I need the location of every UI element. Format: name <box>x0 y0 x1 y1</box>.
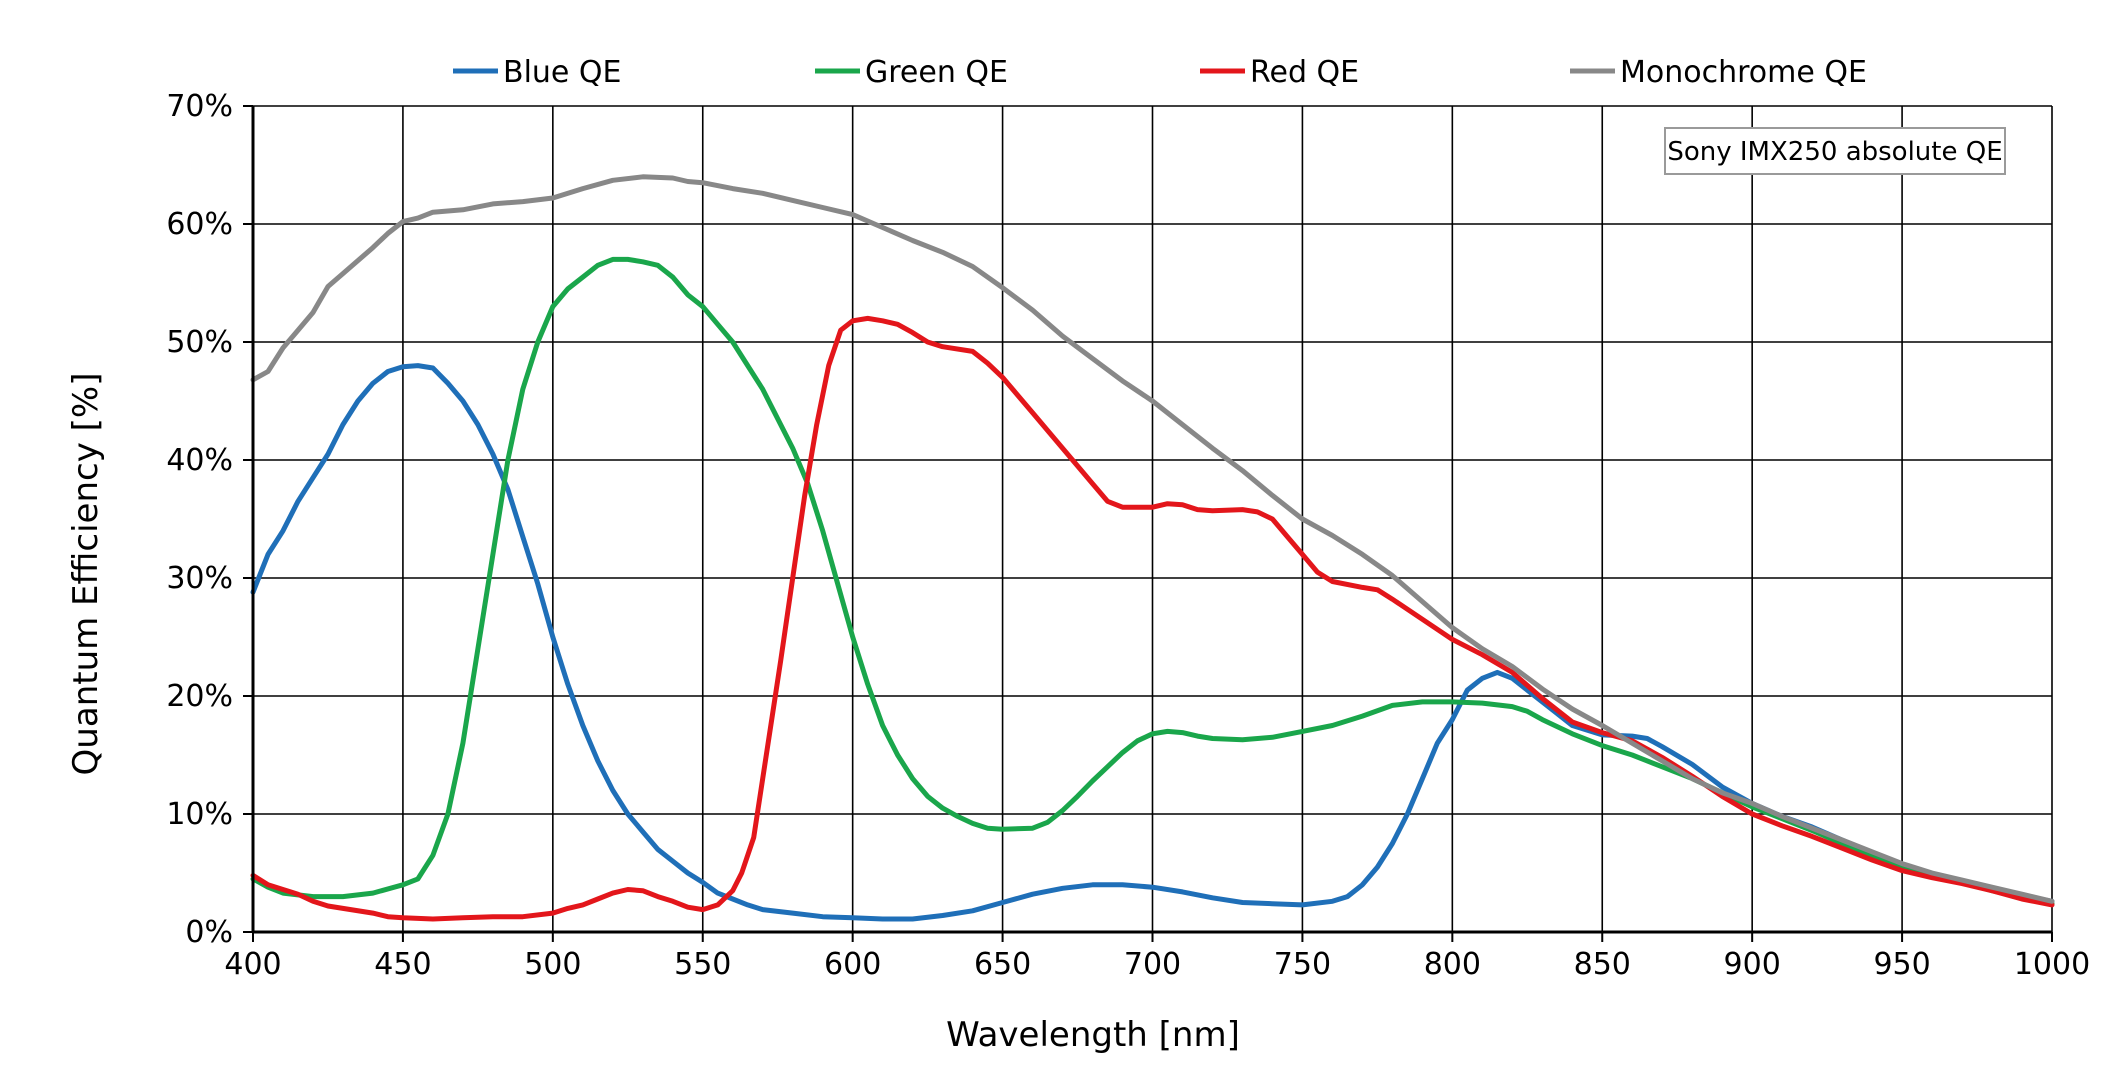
x-tick-label: 850 <box>1574 947 1631 982</box>
grid <box>252 105 2053 933</box>
x-tick-label: 750 <box>1274 947 1331 982</box>
x-tick-label: 500 <box>524 947 581 982</box>
legend-label: Monochrome QE <box>1620 55 1867 90</box>
x-tick-label: 650 <box>974 947 1031 982</box>
x-tick-label: 450 <box>374 947 431 982</box>
y-tick-label: 30% <box>166 561 233 596</box>
x-tick-label: 400 <box>224 947 281 982</box>
annotation-text: Sony IMX250 absolute QE <box>1667 137 2002 167</box>
y-tick-label: 0% <box>185 915 233 950</box>
x-tick-label: 550 <box>674 947 731 982</box>
annotation-box: Sony IMX250 absolute QE <box>1664 127 2006 175</box>
x-tick-label: 700 <box>1124 947 1181 982</box>
legend-label: Red QE <box>1250 55 1359 90</box>
series-line-monochrome-qe <box>250 174 2055 904</box>
y-tick-label: 70% <box>166 89 233 124</box>
x-tick-label: 1000 <box>2014 947 2090 982</box>
x-tick-label: 600 <box>824 947 881 982</box>
y-axis-title: Quantum Efficiency [%] <box>66 373 106 776</box>
series-line-red-qe <box>250 315 2055 922</box>
legend-label: Blue QE <box>503 55 622 90</box>
x-tick-label: 950 <box>1873 947 1930 982</box>
x-tick-label: 900 <box>1724 947 1781 982</box>
y-tick-label: 40% <box>166 443 233 478</box>
series-line-blue-qe <box>250 363 2055 922</box>
y-tick-label: 50% <box>166 325 233 360</box>
series-line-green-qe <box>250 256 2055 907</box>
series-lines <box>250 174 2055 922</box>
y-tick-label: 60% <box>166 207 233 242</box>
x-axis-title: Wavelength [nm] <box>946 1015 1240 1055</box>
y-tick-label: 20% <box>166 679 233 714</box>
legend: Blue QE Green QE Red QE Monochrome QE <box>453 55 1867 90</box>
x-tick-label: 800 <box>1424 947 1481 982</box>
axes: 400 450 500 550 600 650 700 750 800 850 900 950 1000… <box>166 89 2090 982</box>
legend-label: Green QE <box>865 55 1008 90</box>
y-tick-label: 10% <box>166 797 233 832</box>
